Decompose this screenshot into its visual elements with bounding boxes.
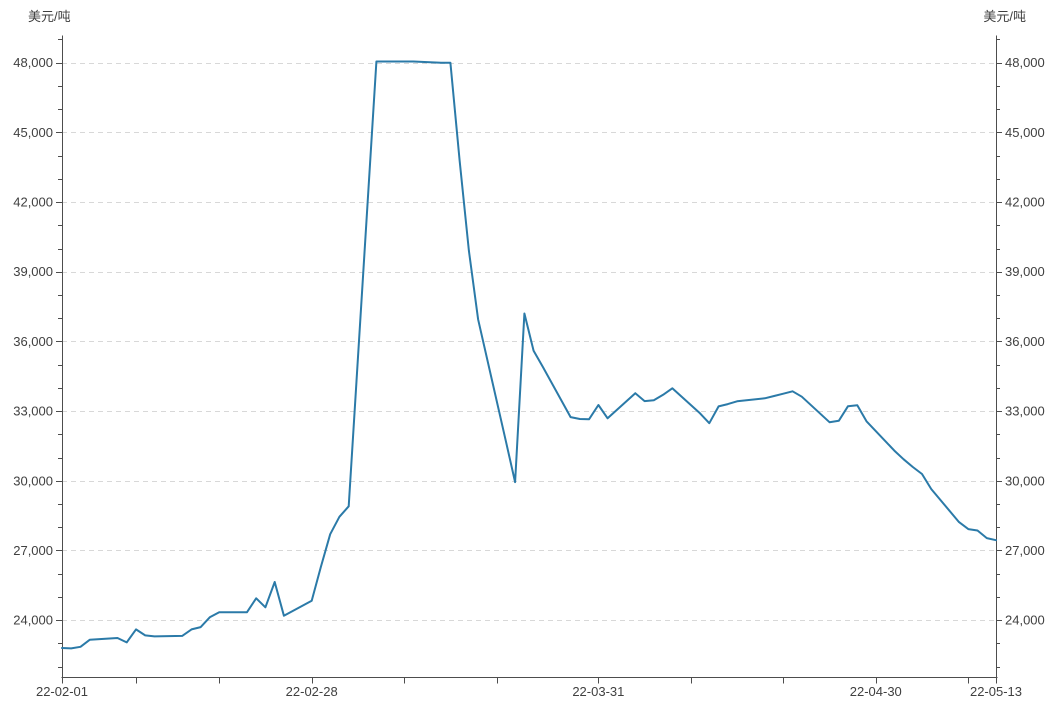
y-tick-label-left: 45,000: [13, 125, 53, 140]
y-tick-label-left: 33,000: [13, 404, 53, 419]
y-tick-label-right: 39,000: [1005, 264, 1045, 279]
y-tick-label-right: 48,000: [1005, 55, 1045, 70]
y-tick-label-right: 24,000: [1005, 613, 1045, 628]
y-tick-label-right: 27,000: [1005, 543, 1045, 558]
x-tick-label: 22-05-13: [970, 684, 1022, 699]
y-tick-label-left: 30,000: [13, 473, 53, 488]
y-tick-label-right: 30,000: [1005, 473, 1045, 488]
y-tick-label-right: 33,000: [1005, 404, 1045, 419]
price-line: [61, 60, 997, 650]
y-tick-label-right: 36,000: [1005, 334, 1045, 349]
y-tick-label-left: 42,000: [13, 195, 53, 210]
x-tick-label: 22-02-01: [36, 684, 88, 699]
x-tick-label: 22-03-31: [572, 684, 624, 699]
y-axis-title-right: 美元/吨: [983, 9, 1026, 24]
y-tick-label-right: 45,000: [1005, 125, 1045, 140]
y-tick-label-left: 27,000: [13, 543, 53, 558]
y-tick-label-left: 36,000: [13, 334, 53, 349]
y-tick-label-right: 42,000: [1005, 195, 1045, 210]
y-axis-title-left: 美元/吨: [28, 9, 71, 24]
x-tick-label: 22-02-28: [286, 684, 338, 699]
y-tick-label-left: 24,000: [13, 613, 53, 628]
plot-area[interactable]: [62, 36, 996, 677]
y-tick-label-left: 39,000: [13, 264, 53, 279]
x-tick-label: 22-04-30: [850, 684, 902, 699]
y-tick-label-left: 48,000: [13, 55, 53, 70]
